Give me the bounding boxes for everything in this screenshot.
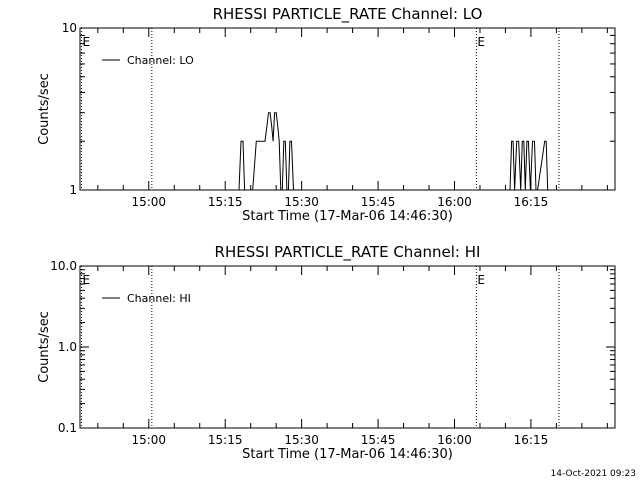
x-tick-label: 15:30 (284, 195, 319, 209)
x-tick-label: 15:45 (361, 195, 396, 209)
x-tick-label: 16:00 (437, 195, 472, 209)
marker-label: E (83, 35, 91, 49)
x-tick-label: 16:15 (514, 195, 549, 209)
y-axis-label: Counts/sec (37, 73, 52, 145)
marker-label: E (477, 35, 485, 49)
y-axis-label: Counts/sec (37, 311, 52, 383)
x-tick-label: 15:15 (208, 195, 243, 209)
legend-label: Channel: LO (127, 54, 194, 67)
x-tick-label: 15:00 (131, 433, 166, 447)
footer-timestamp: 14-Oct-2021 09:23 (551, 469, 636, 479)
plot-frame (79, 265, 616, 429)
x-tick-label: 15:30 (284, 433, 319, 447)
plot-frame (79, 27, 616, 191)
chart-title: RHESSI PARTICLE_RATE Channel: HI (215, 243, 481, 262)
x-tick-label: 15:45 (361, 433, 396, 447)
y-tick-label: 10 (62, 21, 77, 35)
marker-label: E (477, 273, 485, 287)
y-tick-label: 1 (69, 183, 77, 197)
legend-label: Channel: HI (127, 292, 191, 305)
y-tick-label: 1.0 (58, 340, 77, 354)
y-tick-label: 10.0 (50, 259, 77, 273)
x-tick-label: 15:15 (208, 433, 243, 447)
y-tick-label: 0.1 (58, 421, 77, 435)
chart-panel-hi: RHESSI PARTICLE_RATE Channel: HI 15:00 15:… (37, 243, 616, 462)
x-tick-label: 16:15 (514, 433, 549, 447)
series-line (80, 112, 549, 191)
x-axis-label: Start Time (17-Mar-06 14:46:30) (242, 209, 453, 224)
marker-label: E (83, 273, 91, 287)
x-axis-label: Start Time (17-Mar-06 14:46:30) (242, 447, 453, 462)
x-tick-label: 16:00 (437, 433, 472, 447)
chart-title: RHESSI PARTICLE_RATE Channel: LO (213, 5, 483, 24)
x-tick-label: 15:00 (131, 195, 166, 209)
chart-panel-lo: RHESSI PARTICLE_RATE Channel: LO 15:00 15:… (37, 5, 616, 224)
